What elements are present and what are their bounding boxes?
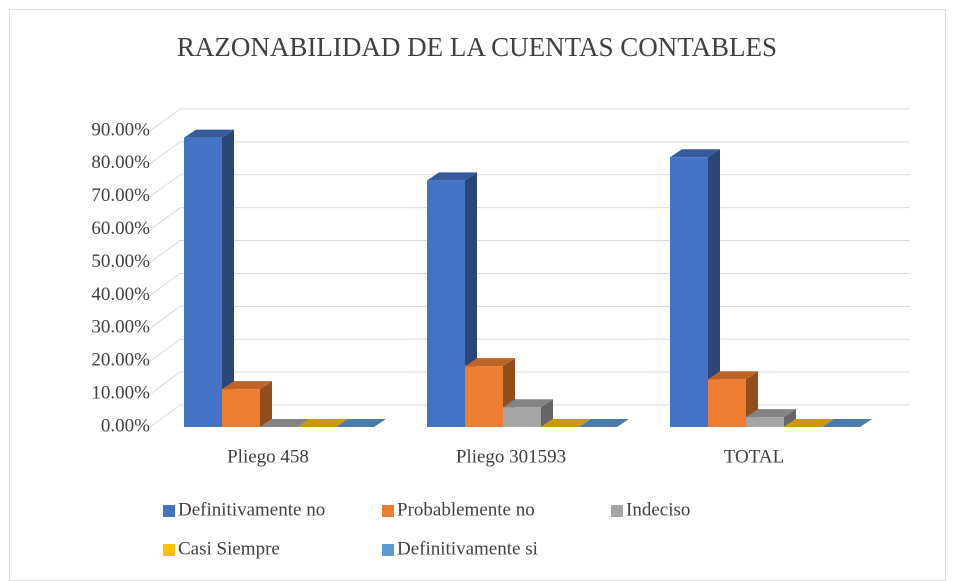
bar — [336, 419, 386, 427]
bar-top — [336, 419, 386, 427]
bar-front — [670, 157, 708, 428]
bar — [298, 419, 348, 427]
bar-top — [503, 399, 553, 408]
y-tick-label: 70.00% — [91, 185, 150, 206]
bar-side — [260, 381, 272, 427]
bar-side — [708, 149, 720, 428]
bar-top — [222, 381, 272, 390]
legend-label: Definitivamente no — [178, 499, 325, 520]
grid-line — [149, 108, 910, 132]
y-tick-label: 90.00% — [91, 119, 150, 140]
legend-label: Definitivamente si — [397, 538, 538, 559]
bar-side — [222, 129, 234, 428]
y-tick-label: 30.00% — [91, 317, 150, 338]
bar — [670, 149, 720, 428]
legend-swatch — [611, 505, 623, 517]
bar — [784, 419, 834, 427]
y-tick-label: 50.00% — [91, 251, 150, 272]
x-tick-label: TOTAL — [724, 446, 784, 467]
bar-top — [260, 419, 310, 427]
legend-label: Casi Siempre — [178, 538, 280, 559]
bar-top — [184, 129, 234, 138]
grid-line — [149, 174, 910, 198]
x-tick-label: Pliego 301593 — [456, 446, 566, 467]
chart-border — [9, 9, 946, 581]
legend-label: Indeciso — [626, 499, 690, 520]
bar-front — [503, 407, 541, 427]
bar-front — [222, 389, 260, 427]
bar-top — [579, 419, 629, 427]
bar — [184, 129, 234, 428]
bar-front — [184, 137, 222, 428]
bar — [746, 409, 796, 427]
bar — [260, 419, 310, 427]
grid-line — [149, 240, 910, 263]
bar-front — [465, 366, 503, 427]
grid-line — [149, 371, 910, 395]
bar-top — [784, 419, 834, 427]
grid-line — [149, 305, 910, 329]
bar-top — [298, 419, 348, 427]
legend-swatch — [382, 544, 394, 556]
bar-side — [784, 409, 796, 427]
y-tick-label: 80.00% — [91, 152, 150, 173]
x-tick-label: Pliego 458 — [227, 446, 309, 467]
y-tick-label: 40.00% — [91, 284, 150, 305]
bar-top — [746, 409, 796, 418]
bar-side — [541, 399, 553, 427]
bar-front — [746, 417, 784, 427]
bar — [222, 381, 272, 427]
bar-top — [541, 419, 591, 427]
legend-label: Probablemente no — [397, 499, 535, 520]
bar-front — [708, 379, 746, 427]
bar — [503, 399, 553, 427]
bar-top — [670, 149, 720, 158]
bar-top — [465, 358, 515, 367]
bar — [541, 419, 591, 427]
bar — [427, 172, 477, 427]
grid-line — [149, 141, 910, 165]
grid-line — [149, 272, 910, 296]
legend-swatch — [163, 544, 175, 556]
bar-top — [708, 371, 758, 380]
y-tick-label: 0.00% — [101, 415, 150, 436]
grid-line — [149, 338, 910, 362]
bar-front — [427, 180, 465, 427]
y-tick-label: 10.00% — [91, 382, 150, 403]
bar-top — [427, 172, 477, 181]
y-tick-label: 20.00% — [91, 350, 150, 371]
grid-line — [149, 404, 910, 428]
bar — [822, 419, 872, 427]
grid-line — [149, 207, 910, 231]
chart-title: RAZONABILIDAD DE LA CUENTAS CONTABLES — [177, 32, 777, 62]
bar-top — [822, 419, 872, 427]
bar — [579, 419, 629, 427]
y-tick-label: 60.00% — [91, 218, 150, 239]
legend-swatch — [382, 505, 394, 517]
legend-swatch — [163, 505, 175, 517]
